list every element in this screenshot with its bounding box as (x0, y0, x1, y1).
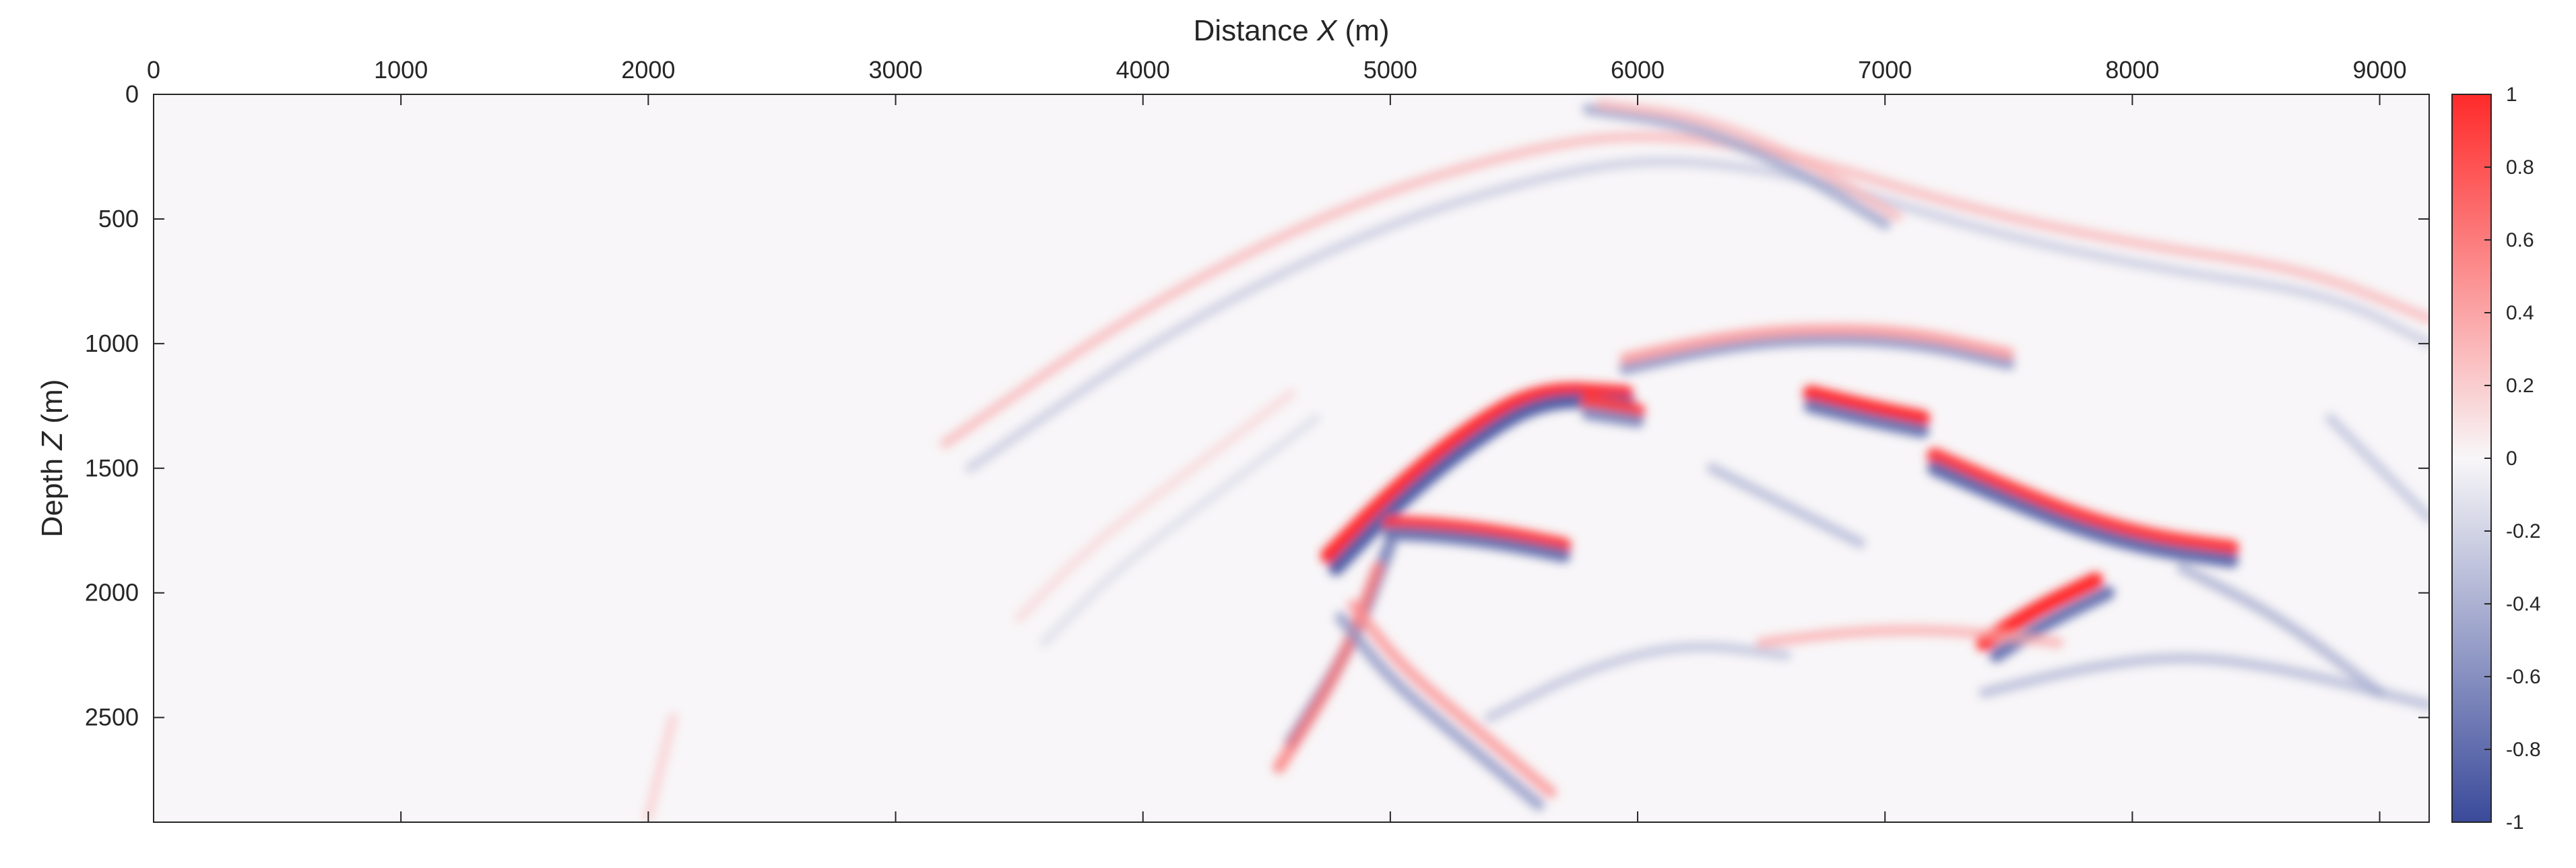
reflector-1 (1328, 393, 1636, 576)
reflector-16 (1334, 611, 1545, 811)
x-tick-label: 0 (147, 56, 160, 84)
reflector-23 (1756, 625, 2063, 648)
colorbar-tick-label: -0.4 (2506, 593, 2541, 615)
plot-frame (153, 94, 2430, 823)
colorbar-tick-label: 0.6 (2506, 229, 2534, 251)
x-tick-label: 7000 (1858, 56, 1912, 84)
reflector-0 (1320, 382, 1634, 564)
reflector-19 (965, 156, 2429, 473)
plot-background (154, 94, 2429, 822)
reflector-6 (1803, 385, 1931, 427)
y-tick-label: 0 (125, 80, 139, 108)
reflector-27 (1039, 414, 1321, 648)
x-tick-label: 8000 (2105, 56, 2159, 84)
reflector-17 (1347, 599, 1557, 799)
colorbar-tick-label: 1 (2506, 84, 2517, 106)
y-axis-title: Depth Z (m) (36, 379, 69, 538)
y-tick-label: 500 (98, 205, 139, 232)
colorbar-tick-label: -0.2 (2506, 520, 2541, 542)
y-tick-label: 2500 (85, 704, 139, 731)
reflector-25 (643, 712, 678, 822)
reflector-28 (1484, 642, 1791, 723)
x-tick-label: 3000 (868, 56, 922, 84)
colorbar-tick-label: 0.8 (2506, 156, 2534, 179)
x-tick-label: 2000 (621, 56, 675, 84)
reflector-4 (1580, 393, 1646, 418)
reflector-12 (1619, 333, 2015, 375)
reflector-10 (1976, 572, 2104, 651)
colorbar: 1 0.8 0.6 0.4 0.2 0 -0.2 -0.4 -0.6 -0.8 -1 (2451, 84, 2541, 834)
colorbar-tick-label: 0 (2506, 447, 2517, 470)
x-axis-title: Distance X (m) (1194, 14, 1390, 47)
reflector-2 (1382, 515, 1572, 554)
y-axis-ticks: 0 500 1000 1500 2000 2500 (85, 80, 2429, 731)
x-tick-label: 6000 (1611, 56, 1665, 84)
colorbar-tick-label: 0.2 (2506, 375, 2534, 397)
reflector-7 (1803, 398, 1929, 438)
seismic-image (643, 99, 2429, 822)
y-tick-label: 1000 (85, 330, 139, 357)
reflector-20 (1582, 103, 1891, 230)
colorbar-ticks: 1 0.8 0.6 0.4 0.2 0 -0.2 -0.4 -0.6 -0.8 -1 (2484, 84, 2541, 834)
y-tick-label: 1500 (85, 454, 139, 482)
x-tick-label: 4000 (1116, 56, 1170, 84)
colorbar-tick-label: -0.6 (2506, 666, 2541, 688)
x-tick-label: 5000 (1363, 56, 1417, 84)
reflector-8 (1927, 447, 2239, 556)
reflector-22 (1978, 653, 2429, 710)
reflector-18 (940, 131, 2429, 449)
x-axis-ticks: 0 1000 2000 3000 4000 5000 6000 7000 8000 9000 (147, 56, 2407, 822)
x-tick-label: 1000 (374, 56, 428, 84)
reflector-26 (1015, 389, 1296, 623)
reflector-21 (1595, 99, 1903, 222)
colorbar-tick-label: -1 (2506, 811, 2524, 834)
y-tick-label: 2000 (85, 579, 139, 607)
reflector-24 (2176, 562, 2385, 698)
reflector-9 (1927, 460, 2239, 568)
reflector-13 (1619, 323, 2015, 365)
reflector-29 (1706, 463, 1866, 549)
colorbar-tick-label: -0.8 (2506, 739, 2541, 761)
reflector-30 (2325, 413, 2429, 524)
colorbar-tick-label: 0.4 (2506, 302, 2534, 324)
reflector-5 (1581, 406, 1644, 428)
x-tick-label: 9000 (2353, 56, 2407, 84)
plot-area (153, 94, 2430, 823)
reflector-3 (1383, 526, 1571, 563)
